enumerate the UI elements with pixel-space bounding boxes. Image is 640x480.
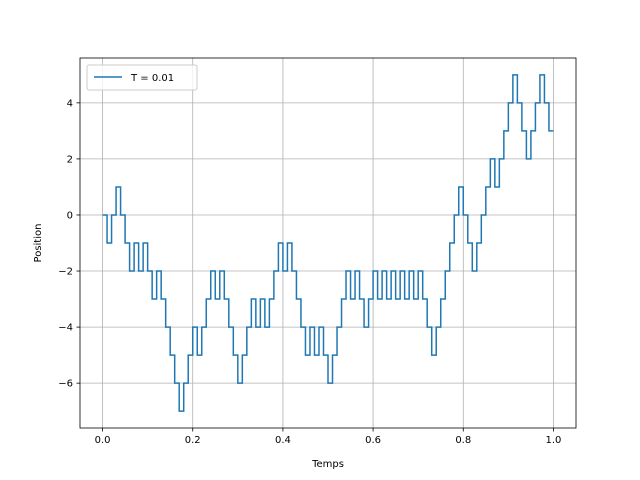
x-tick-label: 1.0: [546, 435, 562, 446]
series-line: [102, 74, 554, 412]
legend: T = 0.01: [86, 64, 198, 91]
x-tick-label: 0.6: [365, 435, 381, 446]
x-axis-label: Temps: [311, 459, 344, 470]
legend-label: T = 0.01: [130, 73, 174, 84]
x-tick-label: 0.4: [275, 435, 291, 446]
y-tick-label: 4: [67, 98, 73, 109]
y-tick-label: 0: [67, 210, 73, 221]
axis-ticks: 0.0 0.2 0.4 0.6 0.8 1.0 −6 −4 −2 0 2 4: [58, 98, 561, 446]
x-tick-label: 0.8: [455, 435, 471, 446]
x-tick-label: 0.0: [95, 435, 111, 446]
legend-box: [86, 64, 198, 91]
plot-series-layer: [102, 74, 554, 412]
x-tick-label: 0.2: [185, 435, 201, 446]
y-tick-label: −4: [58, 323, 73, 334]
y-tick-label: 2: [67, 154, 73, 165]
y-tick-label: −6: [58, 379, 73, 390]
y-axis-label: Position: [33, 224, 44, 263]
plot-area-frame: [79, 57, 577, 429]
y-tick-label: −2: [58, 267, 73, 278]
